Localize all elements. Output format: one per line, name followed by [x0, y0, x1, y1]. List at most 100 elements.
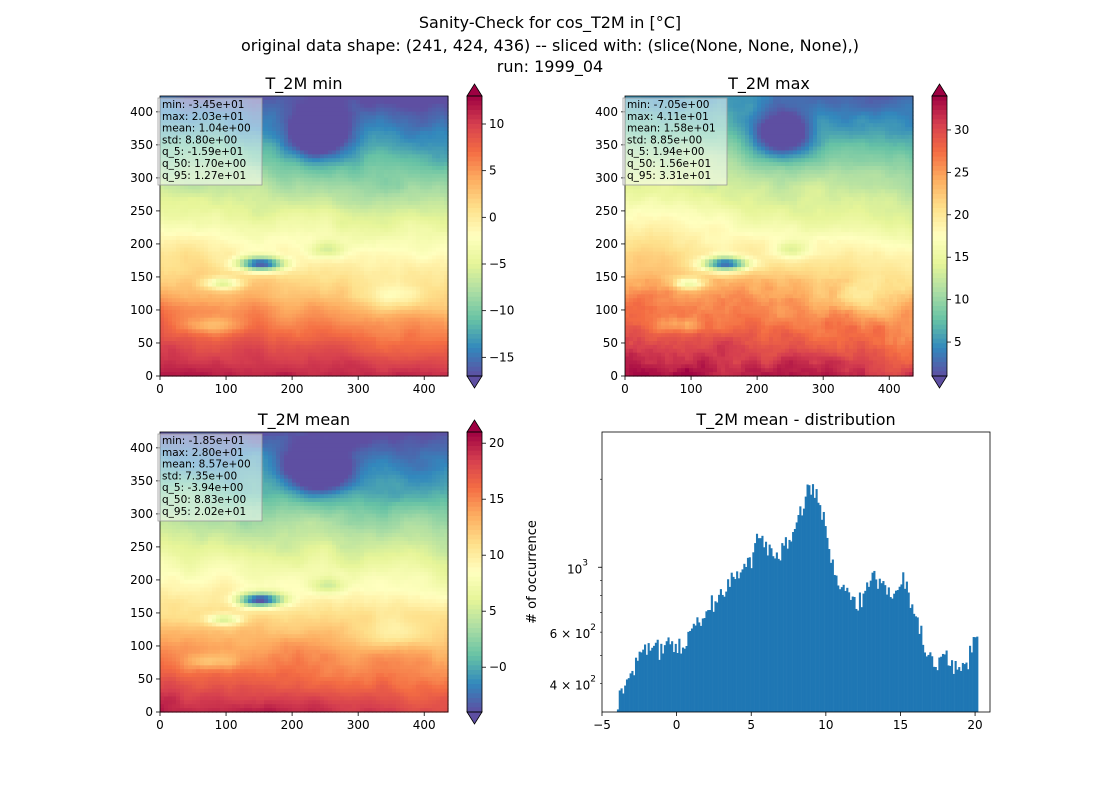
stats-line-mean: mean: 8.57e+00: [162, 459, 251, 471]
colorbar-segment-mean: [467, 688, 482, 694]
histogram-bar: [949, 665, 952, 712]
histogram-bar: [918, 633, 921, 712]
stats-line-mean: max: 2.80e+01: [162, 447, 244, 459]
histogram-bar: [755, 533, 759, 712]
colorbar-segment-min: [467, 161, 482, 167]
colorbar-segment-mean: [467, 474, 482, 480]
histogram-y-tick-label: 4 × 102: [550, 675, 596, 693]
y-tick-label-mean: 400: [130, 441, 153, 455]
histogram-bar: [654, 642, 657, 712]
y-tick-label-max: 50: [603, 336, 618, 350]
colorbar-segment-max: [932, 147, 947, 153]
colorbar-segment-max: [932, 250, 947, 256]
histogram-bar: [640, 652, 643, 712]
y-tick-label-min: 200: [130, 237, 153, 251]
histogram-bar: [775, 552, 778, 712]
colorbar-extend-top-max: [931, 83, 948, 97]
colorbar-segment-min: [467, 152, 482, 158]
histogram-bar: [887, 587, 890, 712]
colorbar-tick-label-min: −10: [489, 304, 514, 318]
colorbar-segment-max: [932, 194, 947, 200]
colorbar-segment-max: [932, 124, 947, 130]
histogram-bar: [777, 558, 780, 712]
colorbar-tick-label-max: 30: [954, 123, 969, 137]
colorbar-segment-mean: [467, 520, 482, 526]
histogram-bar: [905, 581, 908, 712]
stats-box-min: [157, 97, 263, 186]
histogram-bar: [855, 608, 858, 712]
colorbar-segment-max: [932, 110, 947, 116]
colorbar-segment-mean: [467, 581, 482, 587]
colorbar-segment-max: [932, 338, 947, 344]
stats-line-max: q_50: 1.56e+01: [627, 158, 711, 170]
colorbar-segment-mean: [467, 618, 482, 624]
histogram-bar: [703, 618, 706, 712]
colorbar-segment-max: [932, 105, 947, 111]
histogram-bar: [620, 688, 623, 712]
y-tick-label-min: 250: [130, 204, 153, 218]
colorbar-segment-max: [932, 203, 947, 209]
histogram-bar: [672, 652, 676, 712]
colorbar-segment-max: [932, 152, 947, 158]
y-tick-label-mean: 300: [130, 507, 153, 521]
histogram-bar: [864, 590, 867, 712]
histogram-bar: [690, 628, 694, 712]
colorbar-segment-min: [467, 343, 482, 349]
colorbar-segment-mean: [467, 539, 482, 545]
colorbar-segment-min: [467, 320, 482, 326]
colorbar-segment-mean: [467, 562, 482, 568]
colorbar-segment-mean: [467, 614, 482, 620]
y-tick-label-max: 0: [610, 369, 618, 383]
histogram-bar: [734, 579, 737, 712]
x-tick-label-max: 200: [746, 382, 769, 396]
histogram-bar: [678, 638, 681, 712]
histogram-bar: [958, 667, 961, 712]
colorbar-segment-mean: [467, 665, 482, 671]
histogram-bar: [866, 582, 869, 712]
histogram-frame: [601, 431, 991, 713]
histogram-bar: [750, 568, 753, 712]
x-tick-label-mean: 300: [347, 718, 370, 732]
histogram-bar: [786, 548, 789, 712]
histogram-bar: [896, 590, 899, 712]
histogram-bar: [895, 590, 898, 712]
colorbar-segment-min: [467, 240, 482, 246]
histogram-bar: [721, 594, 724, 712]
colorbar-segment-max: [932, 320, 947, 326]
histogram-bar: [815, 489, 818, 712]
y-tick-label-max: 400: [595, 105, 618, 119]
histogram-bar: [763, 547, 766, 712]
panel-title-mean: T_2M mean: [257, 410, 350, 430]
stats-line-min: q_50: 1.70e+00: [162, 158, 246, 170]
colorbar-segment-max: [932, 310, 947, 316]
histogram-bar: [873, 570, 876, 712]
colorbar-segment-max: [932, 315, 947, 321]
histogram-bar: [857, 610, 860, 712]
histogram-bar: [889, 597, 892, 712]
colorbar-segment-max: [932, 170, 947, 176]
histogram-bar: [651, 647, 654, 712]
stats-box-mean: [157, 433, 263, 522]
colorbar-segment-max: [932, 268, 947, 274]
colorbar-segment-mean: [467, 544, 482, 550]
colorbar-segment-min: [467, 124, 482, 130]
colorbar-segment-max: [932, 138, 947, 144]
histogram-bar: [808, 485, 811, 712]
histogram-bar: [867, 586, 871, 712]
colorbar-segment-mean: [467, 660, 482, 666]
stats-line-max: std: 8.85e+00: [627, 134, 702, 146]
stats-line-mean: std: 7.35e+00: [162, 470, 237, 482]
y-tick-label-mean: 50: [138, 672, 153, 686]
stats-line-max: q_5: 1.94e+00: [627, 146, 704, 158]
colorbar-segment-max: [932, 96, 947, 102]
histogram-bar: [947, 665, 950, 712]
colorbar-segment-min: [467, 357, 482, 363]
colorbar-segment-mean: [467, 548, 482, 554]
histogram-bar: [900, 584, 903, 712]
histogram-bar: [716, 602, 719, 712]
y-tick-label-min: 350: [130, 138, 153, 152]
histogram-bar: [647, 643, 650, 712]
colorbar-segment-min: [467, 264, 482, 270]
stats-line-mean: q_50: 8.83e+00: [162, 494, 246, 506]
